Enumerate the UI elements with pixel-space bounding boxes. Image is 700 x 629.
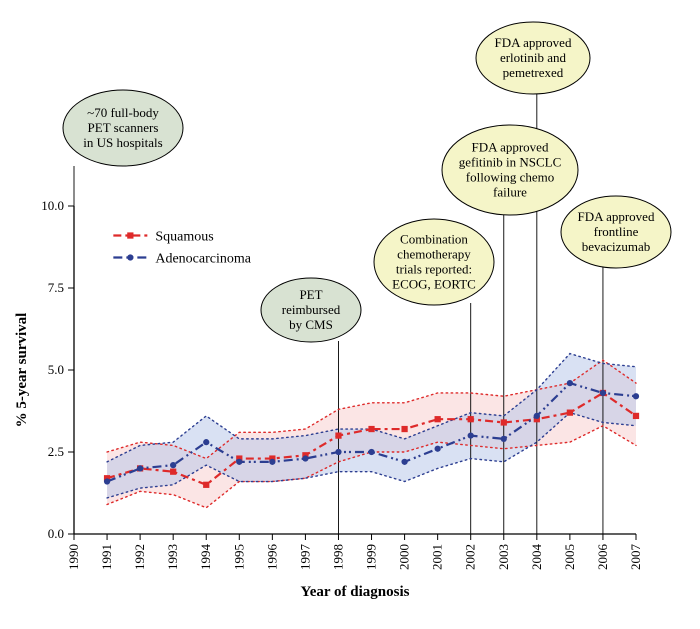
x-axis-label: Year of diagnosis (301, 584, 410, 600)
callout-text-pet-cms: PET (299, 287, 322, 302)
x-tick-label: 1991 (99, 544, 114, 570)
x-tick-label: 2004 (529, 544, 544, 571)
x-tick-label: 2001 (430, 544, 445, 570)
marker-squamous (368, 426, 374, 432)
callout-text-combo-chemo: chemotherapy (397, 247, 471, 262)
legend-marker (127, 232, 133, 238)
x-tick-label: 2002 (463, 544, 478, 570)
marker-adenocarcinoma (435, 446, 441, 452)
marker-squamous (401, 426, 407, 432)
x-tick-label: 2000 (397, 544, 412, 570)
marker-adenocarcinoma (137, 465, 143, 471)
x-tick-label: 2006 (595, 544, 610, 571)
callout-text-gefitinib: FDA approved (472, 140, 549, 155)
y-tick-label: 2.5 (48, 444, 64, 459)
callout-text-bevacizumab: FDA approved (578, 209, 655, 224)
x-tick-label: 1995 (231, 544, 246, 570)
marker-adenocarcinoma (269, 459, 275, 465)
callout-text-erlotinib: erlotinib and (500, 50, 567, 65)
callout-text-gefitinib: failure (493, 185, 527, 200)
callout-text-pet-cms: reimbursed (282, 302, 341, 317)
marker-adenocarcinoma (335, 449, 341, 455)
callout-text-combo-chemo: Combination (400, 232, 468, 247)
marker-adenocarcinoma (368, 449, 374, 455)
callout-text-gefitinib: following chemo (466, 170, 554, 185)
x-tick-label: 1998 (330, 544, 345, 570)
x-tick-label: 1999 (364, 544, 379, 570)
callout-text-combo-chemo: ECOG, EORTC (392, 277, 476, 292)
x-tick-label: 2003 (496, 544, 511, 570)
marker-adenocarcinoma (534, 413, 540, 419)
x-tick-label: 1996 (264, 544, 279, 571)
callout-text-bevacizumab: frontline (594, 224, 639, 239)
x-tick-label: 1993 (165, 544, 180, 570)
marker-adenocarcinoma (170, 462, 176, 468)
marker-adenocarcinoma (501, 436, 507, 442)
y-tick-label: 10.0 (41, 198, 64, 213)
marker-squamous (170, 469, 176, 475)
marker-adenocarcinoma (633, 393, 639, 399)
marker-squamous (567, 410, 573, 416)
marker-adenocarcinoma (302, 455, 308, 461)
marker-adenocarcinoma (203, 439, 209, 445)
callout-text-pet-scanners: in US hospitals (83, 135, 162, 150)
y-tick-label: 0.0 (48, 526, 64, 541)
callout-text-gefitinib: gefitinib in NSCLC (459, 155, 562, 170)
y-tick-label: 7.5 (48, 280, 64, 295)
callout-text-pet-cms: by CMS (289, 317, 333, 332)
callout-text-erlotinib: pemetrexed (503, 65, 564, 80)
marker-adenocarcinoma (401, 459, 407, 465)
callout-text-bevacizumab: bevacizumab (582, 239, 651, 254)
y-axis-label: % 5-year survival (14, 313, 30, 428)
marker-adenocarcinoma (567, 380, 573, 386)
marker-squamous (501, 419, 507, 425)
y-tick-label: 5.0 (48, 362, 64, 377)
marker-adenocarcinoma (236, 459, 242, 465)
x-tick-label: 2007 (628, 544, 643, 571)
x-tick-label: 1990 (66, 544, 81, 570)
callout-text-pet-scanners: ~70 full-body (87, 105, 159, 120)
survival-chart: ~70 full-bodyPET scannersin US hospitals… (0, 0, 700, 629)
marker-squamous (335, 432, 341, 438)
marker-adenocarcinoma (468, 432, 474, 438)
marker-squamous (468, 416, 474, 422)
legend-label-adenocarcinoma: Adenocarcinoma (155, 252, 251, 267)
x-tick-label: 1997 (297, 544, 312, 571)
callout-text-combo-chemo: trials reported: (396, 262, 472, 277)
x-tick-label: 2005 (562, 544, 577, 570)
legend-label-squamous: Squamous (155, 230, 213, 245)
marker-adenocarcinoma (600, 390, 606, 396)
legend-marker (127, 254, 133, 260)
callout-text-erlotinib: FDA approved (495, 35, 572, 50)
marker-adenocarcinoma (104, 478, 110, 484)
marker-squamous (203, 482, 209, 488)
x-tick-label: 1994 (198, 544, 213, 571)
marker-squamous (435, 416, 441, 422)
callout-text-pet-scanners: PET scanners (88, 120, 159, 135)
x-tick-label: 1992 (132, 544, 147, 570)
marker-squamous (633, 413, 639, 419)
